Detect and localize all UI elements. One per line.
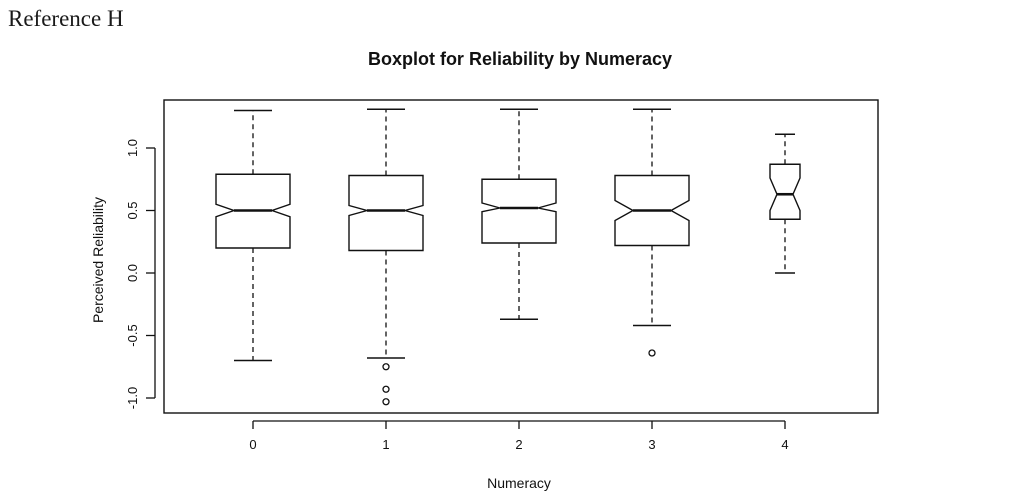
x-axis: 0 1 2 3 4 [249, 420, 789, 452]
x-axis-label: Numeracy [487, 475, 551, 491]
x-tick-label: 0 [249, 437, 256, 452]
plot-frame [163, 99, 879, 414]
box-notched [481, 178, 557, 244]
x-tick-label: 1 [382, 437, 389, 452]
boxes-layer [215, 108, 801, 406]
y-axis: -1.0 -0.5 0.0 0.5 1.0 [125, 139, 156, 409]
outlier-point [648, 349, 656, 357]
x-tick-label: 3 [648, 437, 655, 452]
x-tick-label: 4 [781, 437, 788, 452]
outlier-point [382, 363, 390, 371]
y-tick-label: -1.0 [125, 387, 140, 409]
box-notched [348, 174, 424, 252]
y-tick-label: 0.5 [125, 201, 140, 219]
y-tick-label: -0.5 [125, 324, 140, 346]
x-tick-label: 2 [515, 437, 522, 452]
box-group-1 [348, 108, 424, 406]
box-notched [769, 163, 801, 220]
y-axis-label: Perceived Reliability [90, 197, 106, 323]
y-tick-label: 0.0 [125, 264, 140, 282]
box-group-2 [481, 108, 557, 321]
chart-title: Boxplot for Reliability by Numeracy [367, 49, 673, 69]
reference-label: Reference H [8, 6, 124, 31]
box-group-4 [769, 133, 801, 274]
outlier-point [382, 398, 390, 406]
outlier-point [382, 385, 390, 393]
y-tick-label: 1.0 [125, 139, 140, 157]
box-group-0 [215, 109, 291, 362]
box-group-3 [614, 108, 690, 357]
